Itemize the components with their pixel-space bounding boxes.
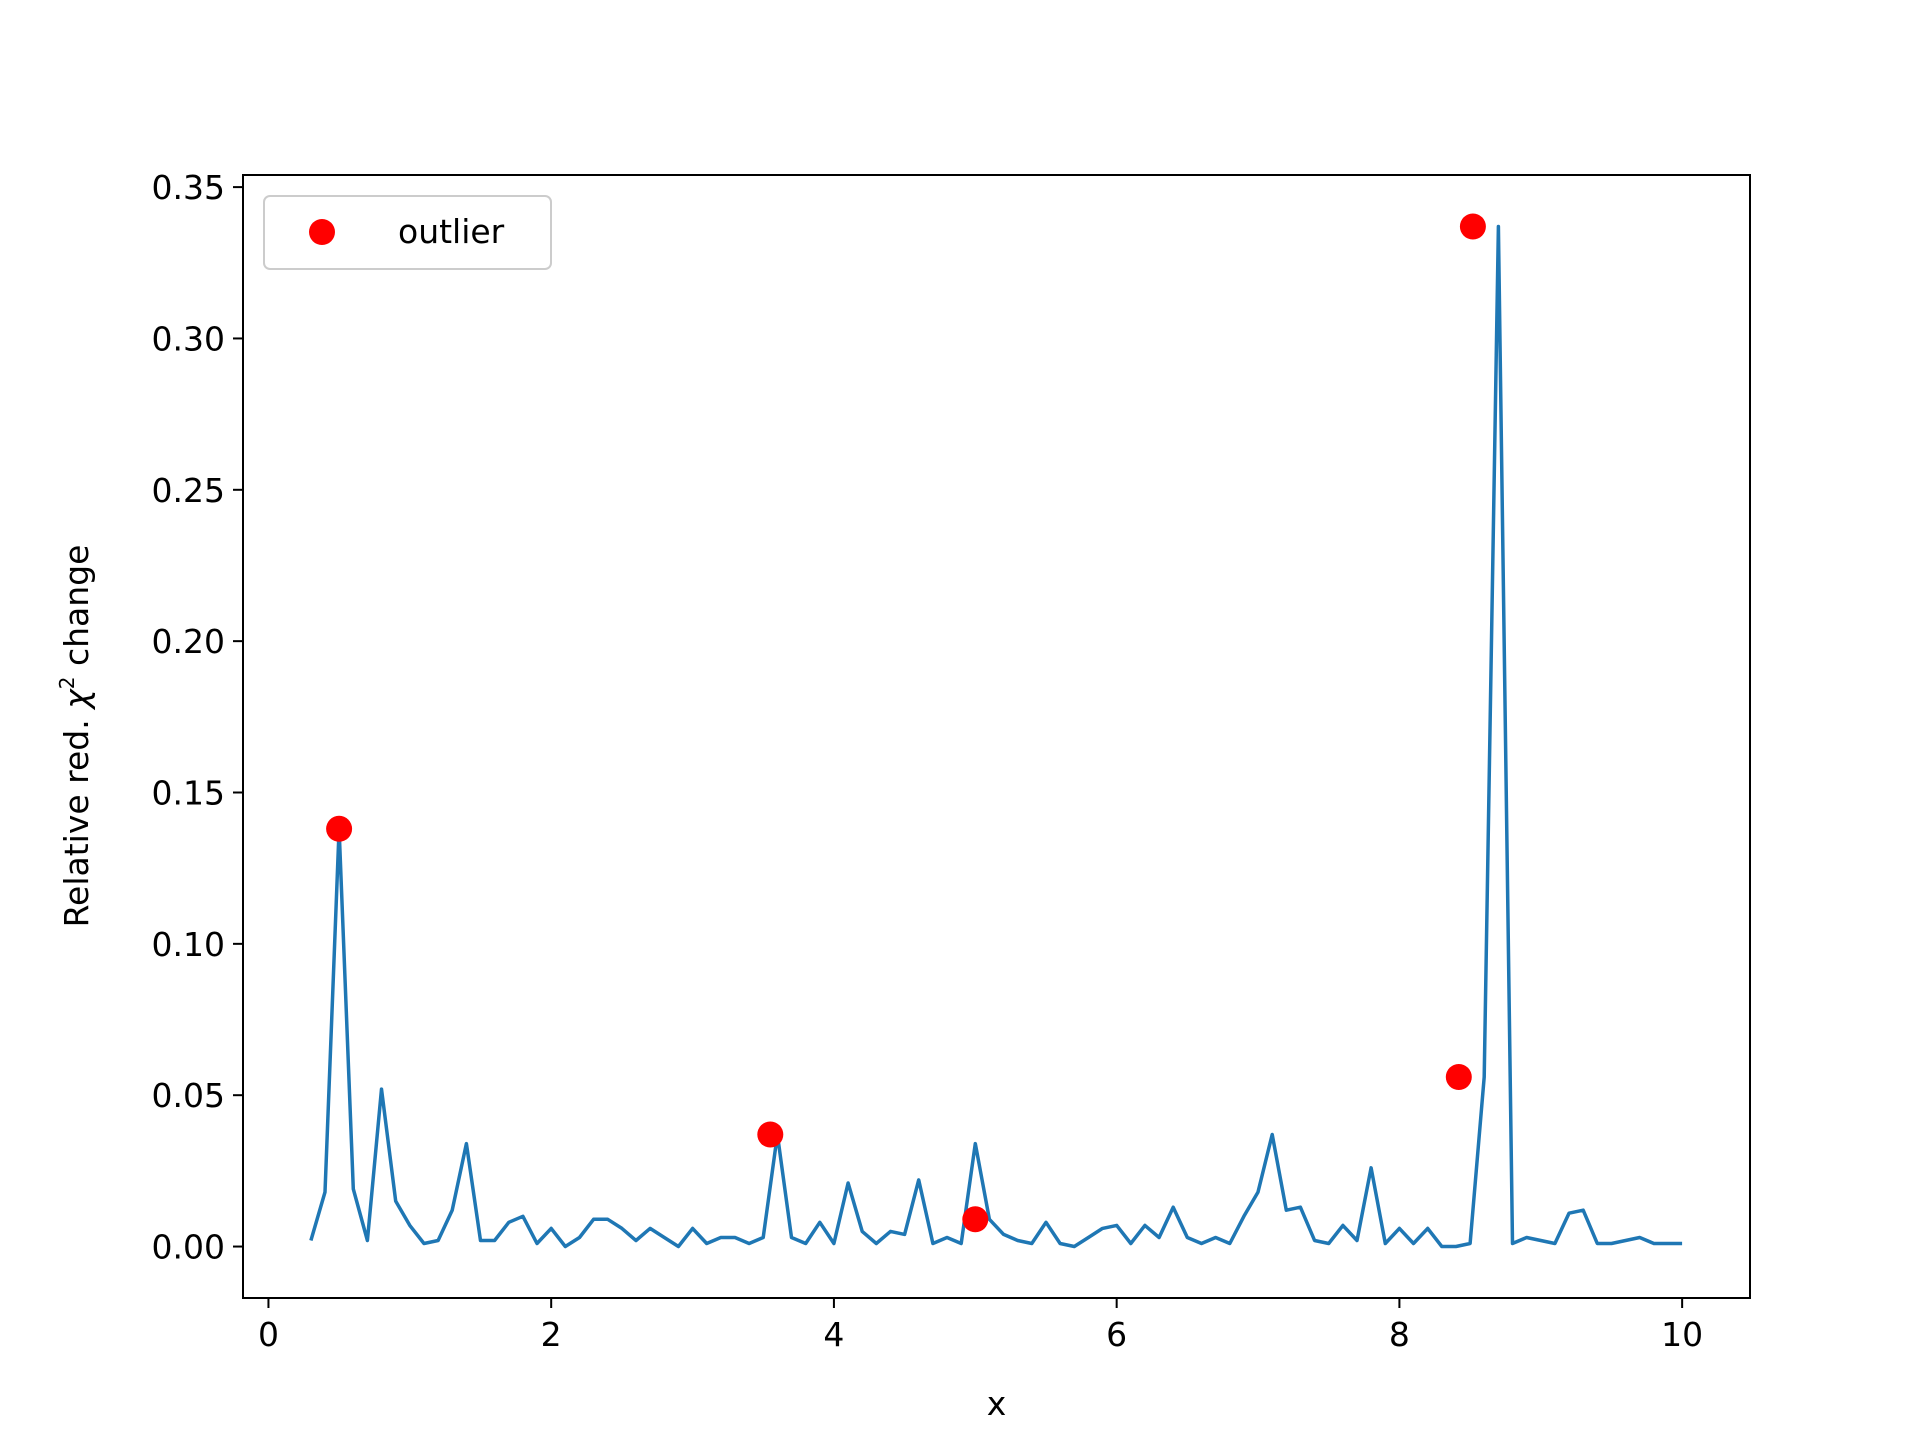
outlier-point [1459, 213, 1486, 240]
outlier-point [326, 815, 353, 842]
x-tick-label: 4 [823, 1315, 844, 1354]
x-tick-label: 0 [258, 1315, 279, 1354]
legend-label-outlier: outlier [398, 212, 505, 251]
outlier-point [1445, 1064, 1472, 1090]
y-tick-label: 0.25 [152, 471, 225, 510]
y-tick-label: 0.20 [152, 622, 225, 661]
y-tick-label: 0.35 [152, 168, 225, 207]
legend-marker-outlier [309, 219, 335, 245]
y-axis-label: Relative red. χ2 change [55, 545, 96, 928]
x-tick-label: 2 [541, 1315, 562, 1354]
plot-frame [242, 174, 1751, 1299]
x-tick-label: 10 [1661, 1315, 1703, 1354]
y-tick-label: 0.30 [152, 319, 225, 358]
x-axis-label: x [987, 1384, 1007, 1423]
y-tick-label: 0.00 [152, 1228, 225, 1267]
outlier-point [757, 1121, 784, 1148]
plot-area [243, 175, 1750, 1298]
x-tick-label: 6 [1106, 1315, 1127, 1354]
y-tick-label: 0.10 [152, 925, 225, 964]
legend: outlier [263, 195, 552, 270]
legend-box [263, 195, 552, 270]
x-tick-label: 8 [1389, 1315, 1410, 1354]
series-line [309, 224, 1683, 1249]
outlier-point [962, 1206, 989, 1233]
y-tick-label: 0.15 [152, 773, 225, 812]
y-tick-label: 0.05 [152, 1076, 225, 1115]
